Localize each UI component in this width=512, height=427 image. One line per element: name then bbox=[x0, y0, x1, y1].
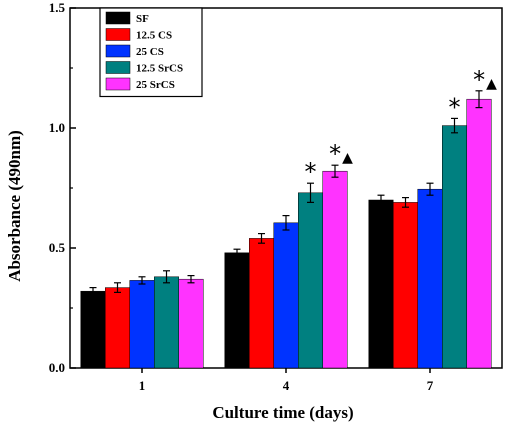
significance-marker: * bbox=[305, 158, 317, 186]
bar bbox=[298, 192, 323, 369]
x-axis-title: Culture time (days) bbox=[212, 403, 353, 422]
y-tick-label: 1.0 bbox=[49, 120, 65, 135]
bar bbox=[417, 188, 443, 369]
bar bbox=[249, 238, 274, 369]
legend-swatch bbox=[105, 77, 131, 91]
legend-label: 25 CS bbox=[136, 46, 164, 58]
y-tick-label: 0.5 bbox=[49, 240, 66, 255]
legend-swatch bbox=[105, 44, 131, 58]
legend-label: 25 SrCS bbox=[136, 79, 175, 91]
x-tick-label: 1 bbox=[139, 378, 146, 393]
y-tick-label: 1.5 bbox=[49, 0, 66, 15]
bar bbox=[322, 170, 348, 369]
legend-label: 12.5 SrCS bbox=[136, 63, 183, 75]
bar bbox=[466, 98, 492, 369]
bar bbox=[129, 280, 155, 369]
legend-swatch bbox=[105, 11, 131, 25]
error-bars bbox=[89, 90, 483, 296]
bar bbox=[273, 222, 299, 369]
x-tick-label: 4 bbox=[283, 378, 290, 393]
y-axis-title: Absorbance (490nm) bbox=[5, 130, 24, 282]
bar bbox=[80, 290, 106, 369]
significance-marker: *▲ bbox=[473, 66, 497, 94]
bars bbox=[80, 98, 492, 369]
legend-label: 12.5 CS bbox=[136, 30, 172, 42]
legend-label: SF bbox=[136, 13, 149, 25]
bar bbox=[105, 287, 130, 369]
bar bbox=[393, 202, 418, 369]
bar bbox=[368, 199, 394, 369]
bar bbox=[442, 125, 467, 369]
bar bbox=[178, 278, 204, 369]
axes: 0.0 0.5 1.0 1.5 1 4 7 bbox=[49, 0, 434, 393]
y-tick-label: 0.0 bbox=[49, 360, 65, 375]
bar bbox=[224, 252, 250, 369]
legend-swatch bbox=[105, 61, 131, 74]
legend-swatch bbox=[105, 28, 131, 41]
bar bbox=[154, 276, 179, 369]
x-tick-label: 7 bbox=[427, 378, 434, 393]
significance-marker: *▲ bbox=[329, 140, 353, 168]
legend: SF 12.5 CS 25 CS 12.5 SrCS 25 SrCS bbox=[99, 7, 203, 98]
significance-marker: * bbox=[449, 93, 461, 121]
significance-markers: * *▲ * *▲ bbox=[305, 66, 498, 186]
